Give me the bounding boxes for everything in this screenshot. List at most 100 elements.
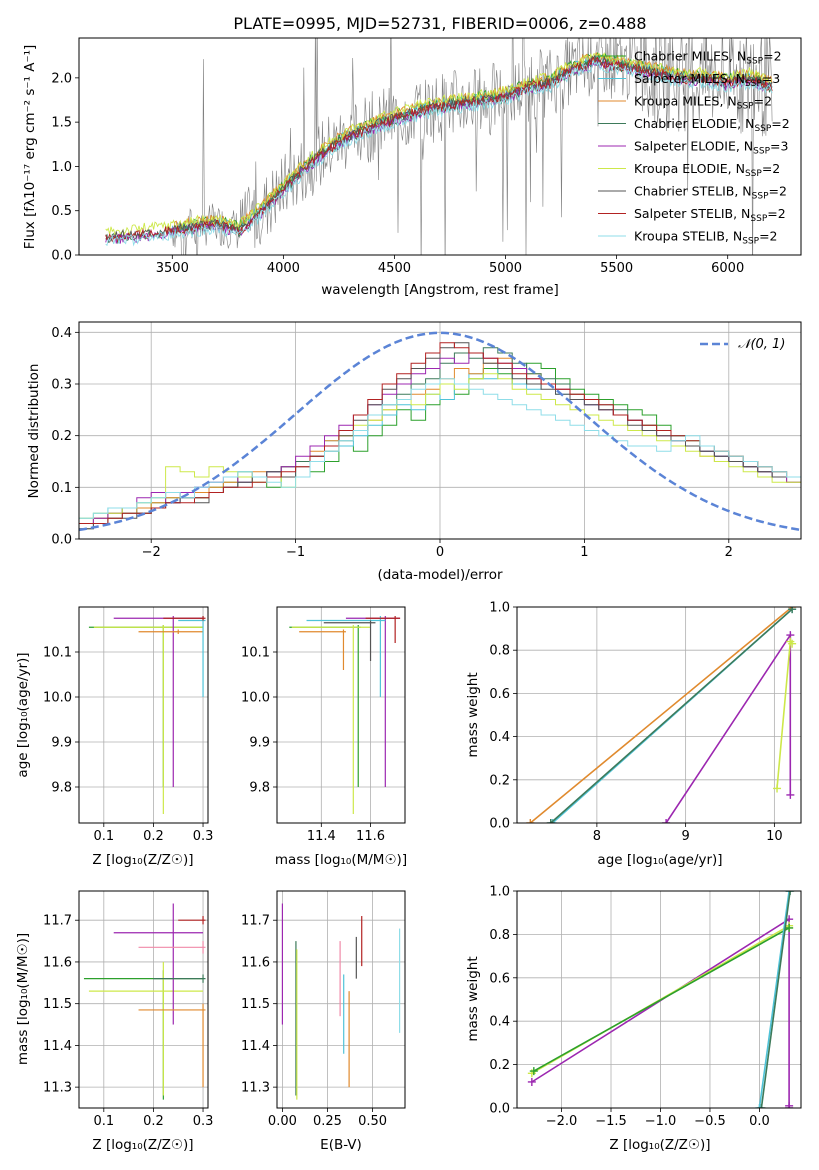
mass-vs-Z-xtick-label: 0.3 [193, 1114, 214, 1129]
mass-weight-vs-age-marker [662, 819, 671, 823]
mass-weight-vs-age-marker [548, 819, 557, 823]
spectrum-model-line-8 [105, 59, 773, 247]
mass-vs-Z-ytick-label: 11.7 [43, 914, 72, 929]
mass-vs-Z-plot-area [83, 903, 206, 1100]
mass-weight-vs-age-ytick-label: 1.0 [489, 601, 510, 616]
age-vs-mass-ytick-label: 9.8 [249, 781, 270, 796]
mass-vs-Z-ylabel: mass [log₁₀(M/M☉)] [15, 933, 31, 1065]
age-vs-mass-xtick-label: 11.4 [307, 829, 336, 844]
mass-weight-vs-Z-xtick-label: −1.5 [595, 1114, 627, 1129]
residuals-plot-area [79, 331, 801, 532]
age-vs-Z-plot-area [88, 616, 206, 814]
residuals-ytick-label: 0.0 [51, 533, 72, 548]
mass-weight-vs-age-marker [786, 790, 795, 799]
spectrum-ytick-label: 0.0 [51, 249, 72, 264]
mass-vs-EBV-ytick-label: 11.3 [241, 1081, 270, 1096]
mass-weight-vs-age-line-0 [529, 607, 793, 823]
mass-vs-Z-xtick-label: 0.2 [143, 1114, 164, 1129]
mass-vs-Z-ytick-label: 11.3 [43, 1081, 72, 1096]
age-vs-Z-ylabel: age [log₁₀(age/yr)] [15, 652, 31, 777]
residuals-xtick-label: −1 [286, 545, 305, 560]
mass-weight-vs-age-marker [773, 784, 782, 793]
age-vs-Z-xlabel: Z [log₁₀(Z/Z☉)] [92, 852, 193, 868]
spectrum-legend-label: Kroupa STELIB, NSSP=2 [634, 229, 778, 247]
mass-weight-vs-Z-marker [755, 1104, 764, 1108]
spectrum-xtick-label: 5000 [489, 261, 522, 276]
mass-vs-Z-ytick-label: 11.4 [43, 1039, 72, 1054]
mass-weight-vs-age-xtick-label: 10 [766, 829, 783, 844]
mass-weight-vs-age-ytick-label: 0.6 [489, 687, 510, 702]
spectrum-xtick-label: 6000 [711, 261, 744, 276]
residuals-xtick-label: 2 [725, 545, 733, 560]
residuals-ytick-label: 0.3 [51, 378, 72, 393]
mass-weight-vs-Z-ytick-label: 1.0 [489, 885, 510, 900]
mass-vs-EBV-frame [276, 890, 406, 1109]
residuals-xlabel: (data-model)/error [377, 567, 503, 583]
mass-weight-vs-age-xtick-label: 8 [593, 829, 601, 844]
residuals-hist-8 [79, 378, 801, 519]
age-vs-Z-ytick-label: 9.8 [51, 781, 72, 796]
spectrum-plot-area [105, 38, 773, 255]
mass-weight-vs-age-ytick-label: 0.4 [489, 730, 510, 745]
spectrum-legend-label: Salpeter MILES, NSSP=3 [634, 71, 780, 89]
mass-weight-vs-Z-marker [757, 1104, 766, 1108]
mass-vs-EBV-ytick-label: 11.5 [241, 997, 270, 1012]
age-vs-Z-ytick-label: 9.9 [51, 736, 72, 751]
residuals-frame [78, 321, 802, 540]
mass-weight-vs-Z-ytick-label: 0.4 [489, 1015, 510, 1030]
mass-vs-EBV-xtick-label: 0.25 [313, 1114, 342, 1129]
spectrum-frame [78, 37, 802, 256]
mass-vs-Z-frame [78, 890, 209, 1109]
mass-weight-vs-Z-plot-area [527, 891, 795, 1108]
mass-weight-vs-Z-line-2 [533, 927, 790, 1072]
spectrum-legend-label: Chabrier ELODIE, NSSP=2 [634, 116, 790, 134]
age-vs-mass-xtick-label: 11.6 [356, 829, 385, 844]
mass-vs-EBV-plot-area [281, 903, 401, 1100]
mass-weight-vs-Z-ytick-label: 0.8 [489, 928, 510, 943]
mass-weight-vs-age-marker [788, 607, 797, 614]
mass-vs-EBV-xtick-label: 0.00 [268, 1114, 297, 1129]
spectrum-xtick-label: 4000 [267, 261, 300, 276]
mass-weight-vs-age-xtick-label: 9 [681, 829, 689, 844]
spectrum-legend-label: Salpeter ELODIE, NSSP=3 [634, 139, 788, 157]
spectrum-legend-label: Salpeter STELIB, NSSP=2 [634, 206, 786, 224]
mass-weight-vs-age-ylabel: mass weight [465, 672, 481, 757]
mass-weight-vs-Z-line-4 [760, 891, 791, 1108]
residuals-xtick-label: 1 [580, 545, 588, 560]
age-vs-Z-ytick-label: 10.1 [43, 646, 72, 661]
age-vs-Z-xtick-label: 0.1 [93, 829, 114, 844]
age-vs-Z-xtick-label: 0.3 [193, 829, 214, 844]
figure-title: PLATE=0995, MJD=52731, FIBERID=0006, z=0… [233, 14, 646, 33]
age-vs-mass-ytick-label: 10.0 [241, 691, 270, 706]
residuals-ytick-label: 0.4 [51, 326, 72, 341]
mass-weight-vs-Z-ylabel: mass weight [465, 956, 481, 1041]
spectrum-panel: wavelength [Angstrom, rest frame] Flux [… [22, 37, 802, 298]
mass-weight-vs-age-ytick-label: 0.0 [489, 817, 510, 832]
mass-vs-Z-ytick-label: 11.5 [43, 997, 72, 1012]
age-vs-Z-panel: Z [log₁₀(Z/Z☉)] age [log₁₀(age/yr)] 0.1 0… [15, 606, 214, 868]
spectrum-xtick-label: 3500 [156, 261, 189, 276]
mass-weight-vs-age-panel: age [log₁₀(age/yr)] mass weight 8 9 10 0.0 0… [465, 601, 802, 868]
mass-weight-vs-Z-panel: Z [log₁₀(Z/Z☉)] mass weight −2.0 −1.5 −1.0… [465, 885, 802, 1153]
residuals-legend-label: 𝒩(0, 1) [738, 337, 785, 352]
residuals-ytick-label: 0.1 [51, 481, 72, 496]
residuals-xtick-label: 0 [436, 545, 444, 560]
mass-weight-vs-age-line-2 [550, 608, 793, 823]
residuals-ytick-label: 0.2 [51, 429, 72, 444]
mass-weight-vs-Z-marker [529, 1067, 538, 1076]
mass-weight-vs-age-marker [526, 819, 535, 823]
mass-weight-vs-Z-marker [786, 891, 795, 895]
age-vs-Z-ytick-label: 10.0 [43, 691, 72, 706]
residuals-ylabel: Normed distribution [26, 364, 42, 499]
spectrum-xtick-label: 4500 [378, 261, 411, 276]
mass-weight-vs-Z-marker [785, 923, 794, 932]
spectrum-xlabel: wavelength [Angstrom, rest frame] [321, 282, 559, 298]
mass-weight-vs-age-marker [546, 819, 555, 823]
mass-weight-vs-age-ytick-label: 0.2 [489, 773, 510, 788]
mass-weight-vs-age-ytick-label: 0.8 [489, 644, 510, 659]
mass-weight-vs-Z-marker [527, 1077, 536, 1086]
mass-weight-vs-Z-xlabel: Z [log₁₀(Z/Z☉)] [609, 1137, 710, 1153]
mass-vs-EBV-ytick-label: 11.7 [241, 914, 270, 929]
mass-vs-EBV-panel: E(B-V) 0.00 0.25 0.50 11.3 11.4 11.5 11.6 11.7 [241, 890, 406, 1153]
